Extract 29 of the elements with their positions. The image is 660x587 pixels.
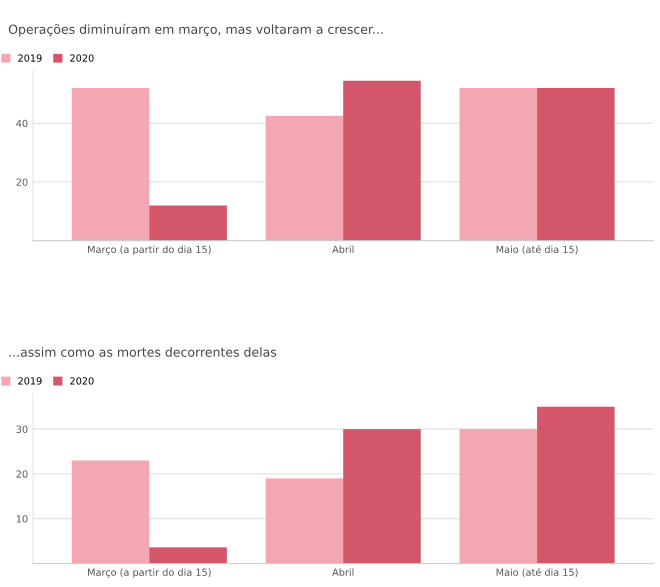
bar (343, 80, 421, 241)
x-tick-label: Março (a partir do dia 15) (88, 568, 211, 578)
chart-title: Operações diminuíram em março, mas voltaram a crescer... (8, 24, 383, 36)
y-tick-label: 20 (16, 178, 28, 186)
x-tick-label: Abril (332, 246, 354, 254)
bar (266, 478, 344, 564)
y-tick-label: 40 (16, 120, 28, 128)
bar (149, 547, 227, 564)
bar (266, 116, 344, 241)
bar (72, 88, 150, 241)
legend-label: 2020 (70, 54, 94, 62)
y-tick-label: 10 (16, 515, 28, 523)
bar (537, 406, 615, 564)
x-tick-label: Abril (332, 568, 354, 576)
bar (537, 88, 615, 241)
bar (460, 429, 538, 564)
y-tick-label: 30 (16, 426, 28, 433)
y-tick-label: 20 (16, 470, 28, 478)
bar (343, 429, 421, 564)
bar (460, 88, 538, 241)
legend-label: 2019 (18, 377, 42, 385)
x-tick-label: Maio (até dia 15) (496, 568, 578, 578)
x-tick-label: Março (a partir do dia 15) (88, 246, 211, 255)
legend-label: 2019 (18, 54, 42, 62)
legend-label: 2020 (70, 377, 94, 385)
x-tick-label: Maio (até dia 15) (496, 245, 578, 254)
chart-title: ...assim como as mortes decorrentes delas (10, 347, 276, 357)
bar (72, 460, 150, 564)
bar (149, 205, 227, 241)
